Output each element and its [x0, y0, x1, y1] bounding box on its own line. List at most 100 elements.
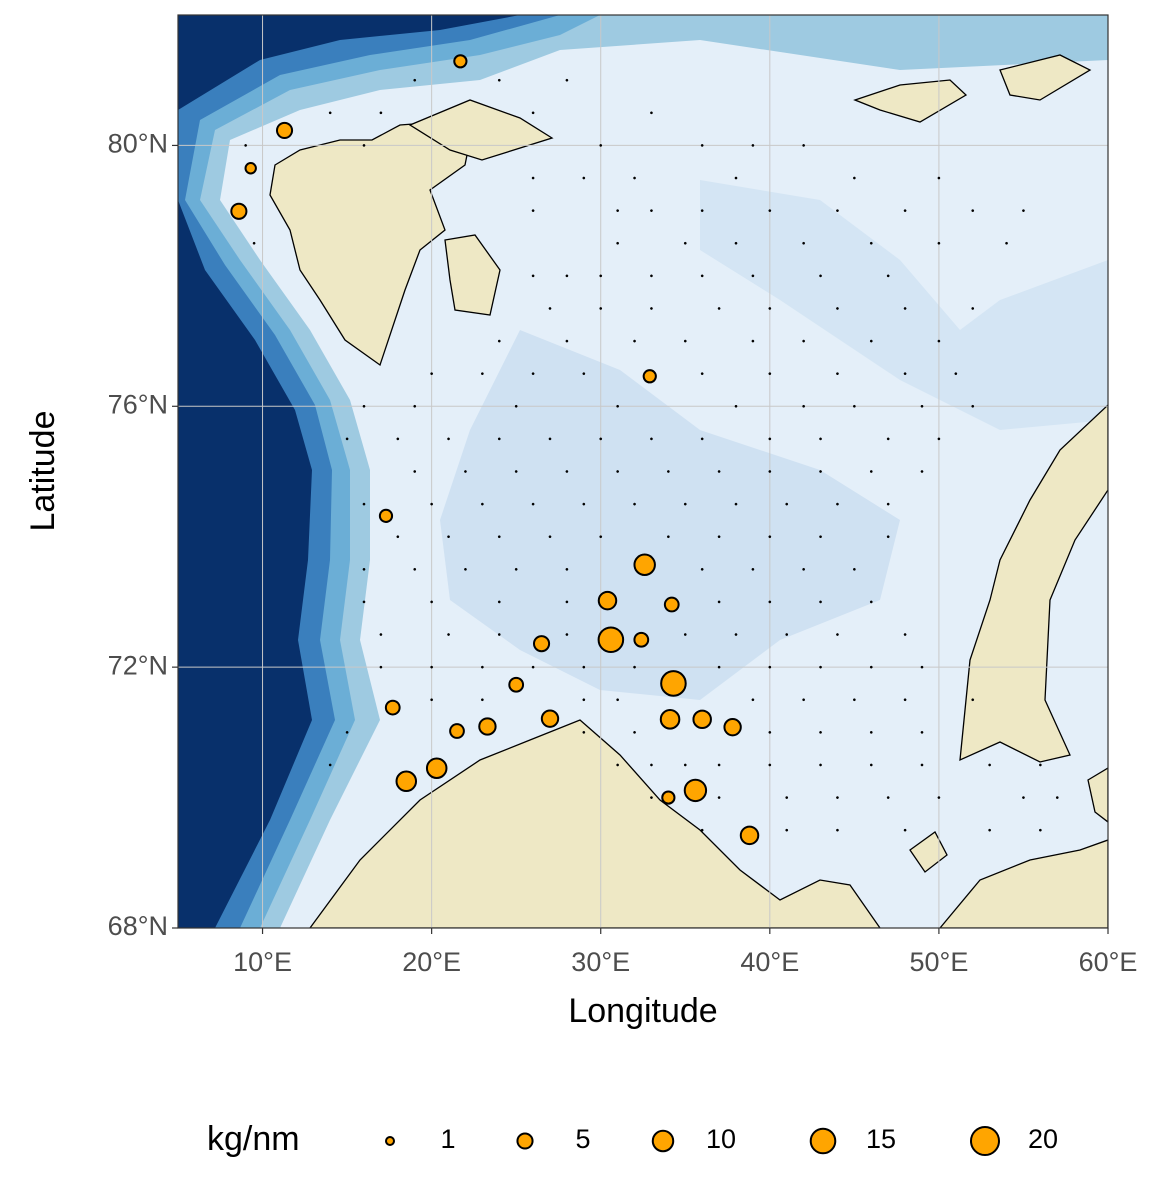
catch-bubble	[230, 202, 248, 220]
zero-catch-station	[565, 78, 569, 82]
zero-catch-station	[362, 600, 366, 604]
catch-bubble	[642, 369, 657, 384]
zero-catch-station	[700, 437, 704, 441]
zero-catch-station	[430, 698, 434, 702]
zero-catch-station	[430, 372, 434, 376]
zero-catch-station	[514, 470, 518, 473]
zero-catch-station	[886, 535, 890, 539]
zero-catch-station	[362, 567, 366, 571]
zero-catch-station	[396, 535, 400, 539]
zero-catch-station	[785, 502, 789, 506]
zero-catch-station	[869, 470, 873, 473]
zero-catch-station	[666, 535, 670, 539]
catch-bubble	[659, 709, 681, 730]
zero-catch-station	[802, 144, 806, 147]
zero-catch-station	[903, 372, 907, 376]
zero-catch-station	[819, 470, 822, 473]
zero-catch-station	[819, 437, 822, 441]
zero-catch-station	[903, 828, 907, 832]
zero-catch-station	[920, 470, 924, 473]
zero-catch-station	[599, 535, 603, 539]
zero-catch-station	[920, 763, 924, 767]
zero-catch-station	[768, 535, 772, 539]
zero-catch-station	[1005, 241, 1008, 245]
zero-catch-station	[328, 763, 332, 767]
zero-catch-station	[1055, 796, 1059, 799]
zero-catch-station	[734, 502, 738, 506]
zero-catch-station	[683, 339, 687, 343]
zero-catch-station	[413, 404, 417, 408]
zero-catch-station	[903, 698, 907, 702]
zero-catch-station	[430, 502, 434, 506]
zero-catch-station	[869, 241, 873, 245]
x-tick-label: 30°E	[571, 947, 630, 977]
zero-catch-station	[920, 730, 924, 734]
zero-catch-station	[548, 307, 552, 310]
zero-catch-station	[768, 763, 772, 767]
zero-catch-station	[937, 241, 941, 245]
zero-catch-station	[531, 209, 535, 213]
zero-catch-station	[700, 567, 704, 571]
zero-catch-station	[988, 828, 992, 832]
zero-catch-station	[252, 241, 256, 245]
zero-catch-station	[633, 665, 636, 669]
zero-catch-station	[497, 600, 501, 604]
zero-catch-station	[869, 763, 873, 767]
catch-bubble	[660, 670, 687, 697]
zero-catch-station	[413, 567, 417, 571]
zero-catch-station	[819, 274, 822, 278]
zero-catch-station	[836, 372, 839, 376]
catch-bubble	[661, 790, 676, 805]
catch-bubble	[378, 508, 394, 523]
zero-catch-station	[937, 796, 941, 799]
zero-catch-station	[819, 730, 822, 734]
catch-bubble	[453, 54, 468, 69]
zero-catch-station	[802, 404, 806, 408]
zero-catch-station	[819, 535, 822, 539]
zero-catch-station	[734, 633, 738, 636]
zero-catch-station	[362, 404, 366, 408]
y-tick-label: 76°N	[108, 389, 168, 419]
zero-catch-station	[616, 209, 620, 213]
zero-catch-station	[582, 502, 586, 506]
legend-label: 5	[575, 1124, 590, 1154]
zero-catch-station	[599, 274, 603, 278]
x-tick-label: 40°E	[740, 947, 799, 977]
zero-catch-station	[565, 339, 569, 343]
legend-key	[516, 1132, 534, 1150]
catch-bubble	[633, 553, 656, 576]
zero-catch-station	[717, 307, 721, 310]
zero-catch-station	[582, 730, 586, 734]
zero-catch-station	[836, 828, 839, 832]
legend-label: 15	[866, 1124, 896, 1154]
zero-catch-station	[345, 437, 349, 441]
zero-catch-station	[717, 763, 721, 767]
zero-catch-station	[565, 567, 569, 571]
zero-catch-station	[650, 209, 653, 213]
zero-catch-station	[548, 535, 552, 539]
zero-catch-station	[683, 633, 687, 636]
zero-catch-station	[700, 209, 704, 213]
zero-catch-station	[497, 633, 501, 636]
zero-catch-station	[937, 437, 941, 441]
catch-bubble	[478, 717, 497, 736]
zero-catch-station	[802, 567, 806, 571]
zero-catch-station	[633, 176, 636, 180]
catch-bubble	[739, 825, 760, 846]
zero-catch-station	[430, 665, 434, 669]
catch-bubble	[275, 121, 294, 139]
zero-catch-station	[785, 796, 789, 799]
zero-catch-station	[937, 339, 941, 343]
zero-catch-station	[717, 470, 721, 473]
zero-catch-station	[869, 665, 873, 669]
zero-catch-station	[480, 502, 484, 506]
catch-bubble	[692, 709, 712, 730]
zero-catch-station	[971, 209, 975, 213]
zero-catch-station	[852, 567, 856, 571]
legend-key	[651, 1129, 675, 1153]
zero-catch-station	[734, 176, 738, 180]
zero-catch-station	[836, 307, 839, 310]
zero-catch-station	[650, 763, 653, 767]
zero-catch-station	[599, 307, 603, 310]
zero-catch-station	[616, 470, 620, 473]
